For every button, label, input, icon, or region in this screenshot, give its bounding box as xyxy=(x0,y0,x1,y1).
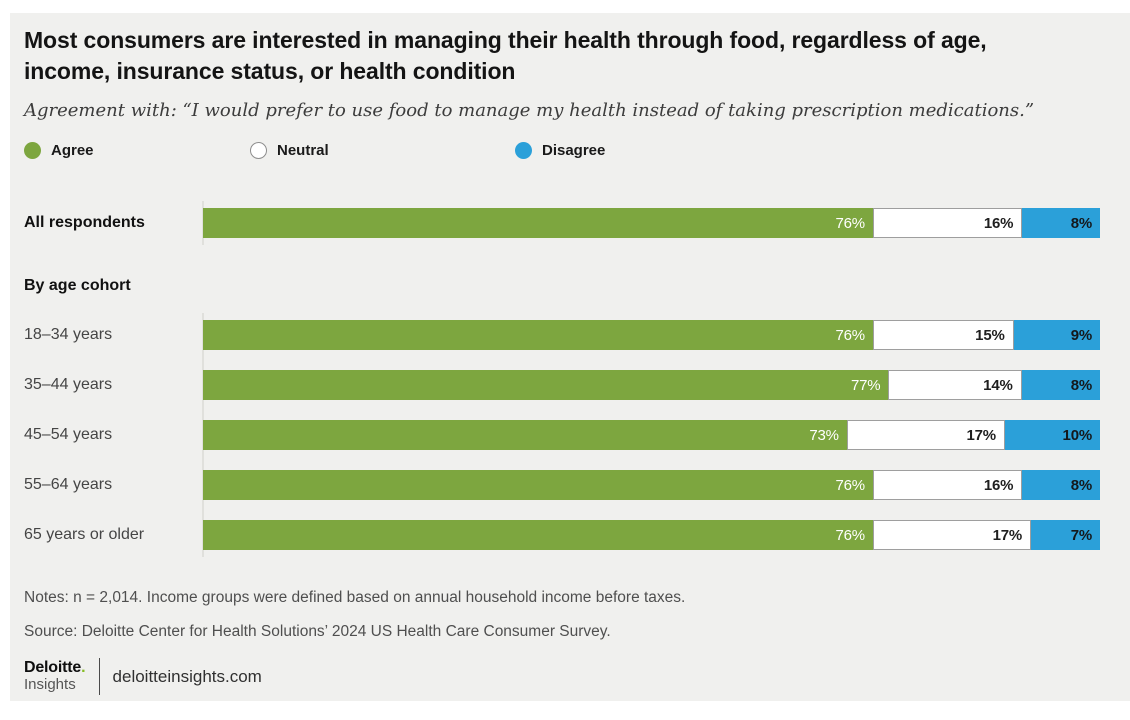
legend-label: Disagree xyxy=(542,142,606,159)
deloitte-insights-logo: Deloitte. Insights xyxy=(24,659,86,694)
agree-segment: 76% xyxy=(203,208,873,238)
row-label: 45–54 years xyxy=(24,426,113,443)
chart-panel: Most consumers are interested in managin… xyxy=(10,13,1130,701)
row-label: All respondents xyxy=(24,214,145,231)
legend-item-agree: Agree xyxy=(24,142,94,159)
footer: Deloitte. Insights deloitteinsights.com xyxy=(24,658,262,695)
row-label: 55–64 years xyxy=(24,476,113,493)
notes-text: Notes: n = 2,014. Income groups were def… xyxy=(24,589,686,606)
disagree-segment: 7% xyxy=(1031,520,1100,550)
chart-subtitle: Agreement with: “I would prefer to use f… xyxy=(24,100,1035,121)
disagree-segment: 8% xyxy=(1022,208,1100,238)
legend-label: Agree xyxy=(51,142,94,159)
disagree-segment: 8% xyxy=(1022,470,1100,500)
bar-track: 77% 14% 8% xyxy=(203,370,1100,400)
brand-green-dot: . xyxy=(81,659,86,677)
neutral-segment: 16% xyxy=(872,470,1023,500)
brand-name: Deloitte xyxy=(24,659,82,677)
agree-segment: 76% xyxy=(203,320,873,350)
bar-row: 65 years or older 76% 17% 7% xyxy=(10,520,1100,550)
agree-legend-dot-icon xyxy=(24,142,41,159)
disagree-segment: 9% xyxy=(1013,320,1100,350)
disagree-legend-dot-icon xyxy=(515,142,532,159)
source-text: Source: Deloitte Center for Health Solut… xyxy=(24,623,611,640)
disagree-segment: 10% xyxy=(1004,420,1100,450)
stacked-bar-chart: All respondents 76% 16% 8% By age cohort 18–3… xyxy=(10,201,1100,557)
bar-row: 55–64 years 76% 16% 8% xyxy=(10,470,1100,500)
bar-row: All respondents 76% 16% 8% xyxy=(10,208,1100,238)
bar-group: 18–34 years 76% 15% 9% 35–44 years 77% 14% 8% 45… xyxy=(10,313,1100,557)
legend-item-neutral: Neutral xyxy=(250,142,329,159)
agree-segment: 77% xyxy=(203,370,889,400)
group-header: By age cohort xyxy=(24,277,131,294)
bar-track: 76% 17% 7% xyxy=(203,520,1100,550)
disagree-segment: 8% xyxy=(1021,370,1100,400)
row-label: 65 years or older xyxy=(24,526,145,543)
row-label: 35–44 years xyxy=(24,376,113,393)
bar-row: 35–44 years 77% 14% 8% xyxy=(10,370,1100,400)
bar-row: 18–34 years 76% 15% 9% xyxy=(10,320,1100,350)
bar-track: 76% 15% 9% xyxy=(203,320,1100,350)
page-title: Most consumers are interested in managin… xyxy=(24,27,987,85)
bar-track: 73% 17% 10% xyxy=(203,420,1100,450)
agree-segment: 76% xyxy=(203,470,873,500)
neutral-segment: 15% xyxy=(872,320,1014,350)
bar-row: 45–54 years 73% 17% 10% xyxy=(10,420,1100,450)
legend-item-disagree: Disagree xyxy=(515,142,605,159)
neutral-segment: 17% xyxy=(872,520,1032,550)
agree-segment: 76% xyxy=(203,520,873,550)
bar-track: 76% 16% 8% xyxy=(203,470,1100,500)
legend-label: Neutral xyxy=(277,142,329,159)
bar-group: All respondents 76% 16% 8% xyxy=(10,201,1100,245)
neutral-legend-dot-icon xyxy=(250,142,267,159)
agree-segment: 73% xyxy=(203,420,847,450)
neutral-segment: 16% xyxy=(872,208,1023,238)
brand-sub: Insights xyxy=(24,676,76,694)
bar-track: 76% 16% 8% xyxy=(203,208,1100,238)
neutral-segment: 17% xyxy=(846,420,1005,450)
neutral-segment: 14% xyxy=(888,370,1022,400)
footer-divider xyxy=(98,658,100,695)
row-label: 18–34 years xyxy=(24,326,113,343)
footer-website-link[interactable]: deloitteinsights.com xyxy=(112,666,262,686)
legend: Agree Neutral Disagree xyxy=(24,142,784,164)
